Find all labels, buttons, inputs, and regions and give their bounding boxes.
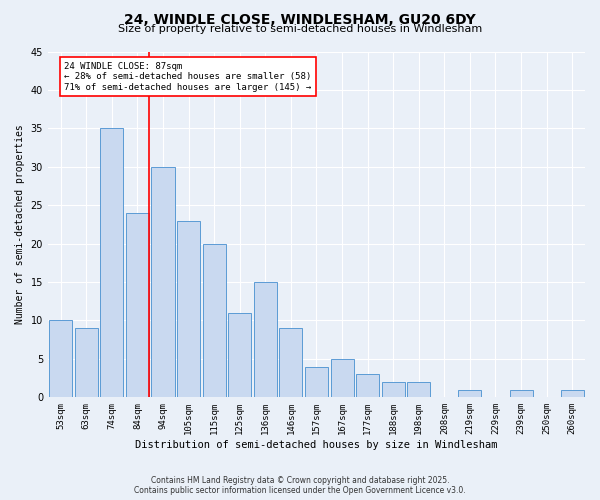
- Text: 24 WINDLE CLOSE: 87sqm
← 28% of semi-detached houses are smaller (58)
71% of sem: 24 WINDLE CLOSE: 87sqm ← 28% of semi-det…: [64, 62, 311, 92]
- Bar: [49, 320, 72, 398]
- Bar: [126, 213, 149, 398]
- Bar: [382, 382, 404, 398]
- Bar: [331, 359, 353, 398]
- Text: Size of property relative to semi-detached houses in Windlesham: Size of property relative to semi-detach…: [118, 24, 482, 34]
- Bar: [407, 382, 430, 398]
- Y-axis label: Number of semi-detached properties: Number of semi-detached properties: [15, 124, 25, 324]
- Bar: [254, 282, 277, 398]
- Bar: [151, 167, 175, 398]
- Text: Contains HM Land Registry data © Crown copyright and database right 2025.
Contai: Contains HM Land Registry data © Crown c…: [134, 476, 466, 495]
- Bar: [561, 390, 584, 398]
- Bar: [356, 374, 379, 398]
- Bar: [305, 366, 328, 398]
- Bar: [75, 328, 98, 398]
- Text: 24, WINDLE CLOSE, WINDLESHAM, GU20 6DY: 24, WINDLE CLOSE, WINDLESHAM, GU20 6DY: [124, 12, 476, 26]
- Bar: [509, 390, 533, 398]
- Bar: [458, 390, 481, 398]
- Bar: [177, 220, 200, 398]
- Bar: [228, 313, 251, 398]
- Bar: [280, 328, 302, 398]
- X-axis label: Distribution of semi-detached houses by size in Windlesham: Distribution of semi-detached houses by …: [135, 440, 498, 450]
- Bar: [203, 244, 226, 398]
- Bar: [100, 128, 124, 398]
